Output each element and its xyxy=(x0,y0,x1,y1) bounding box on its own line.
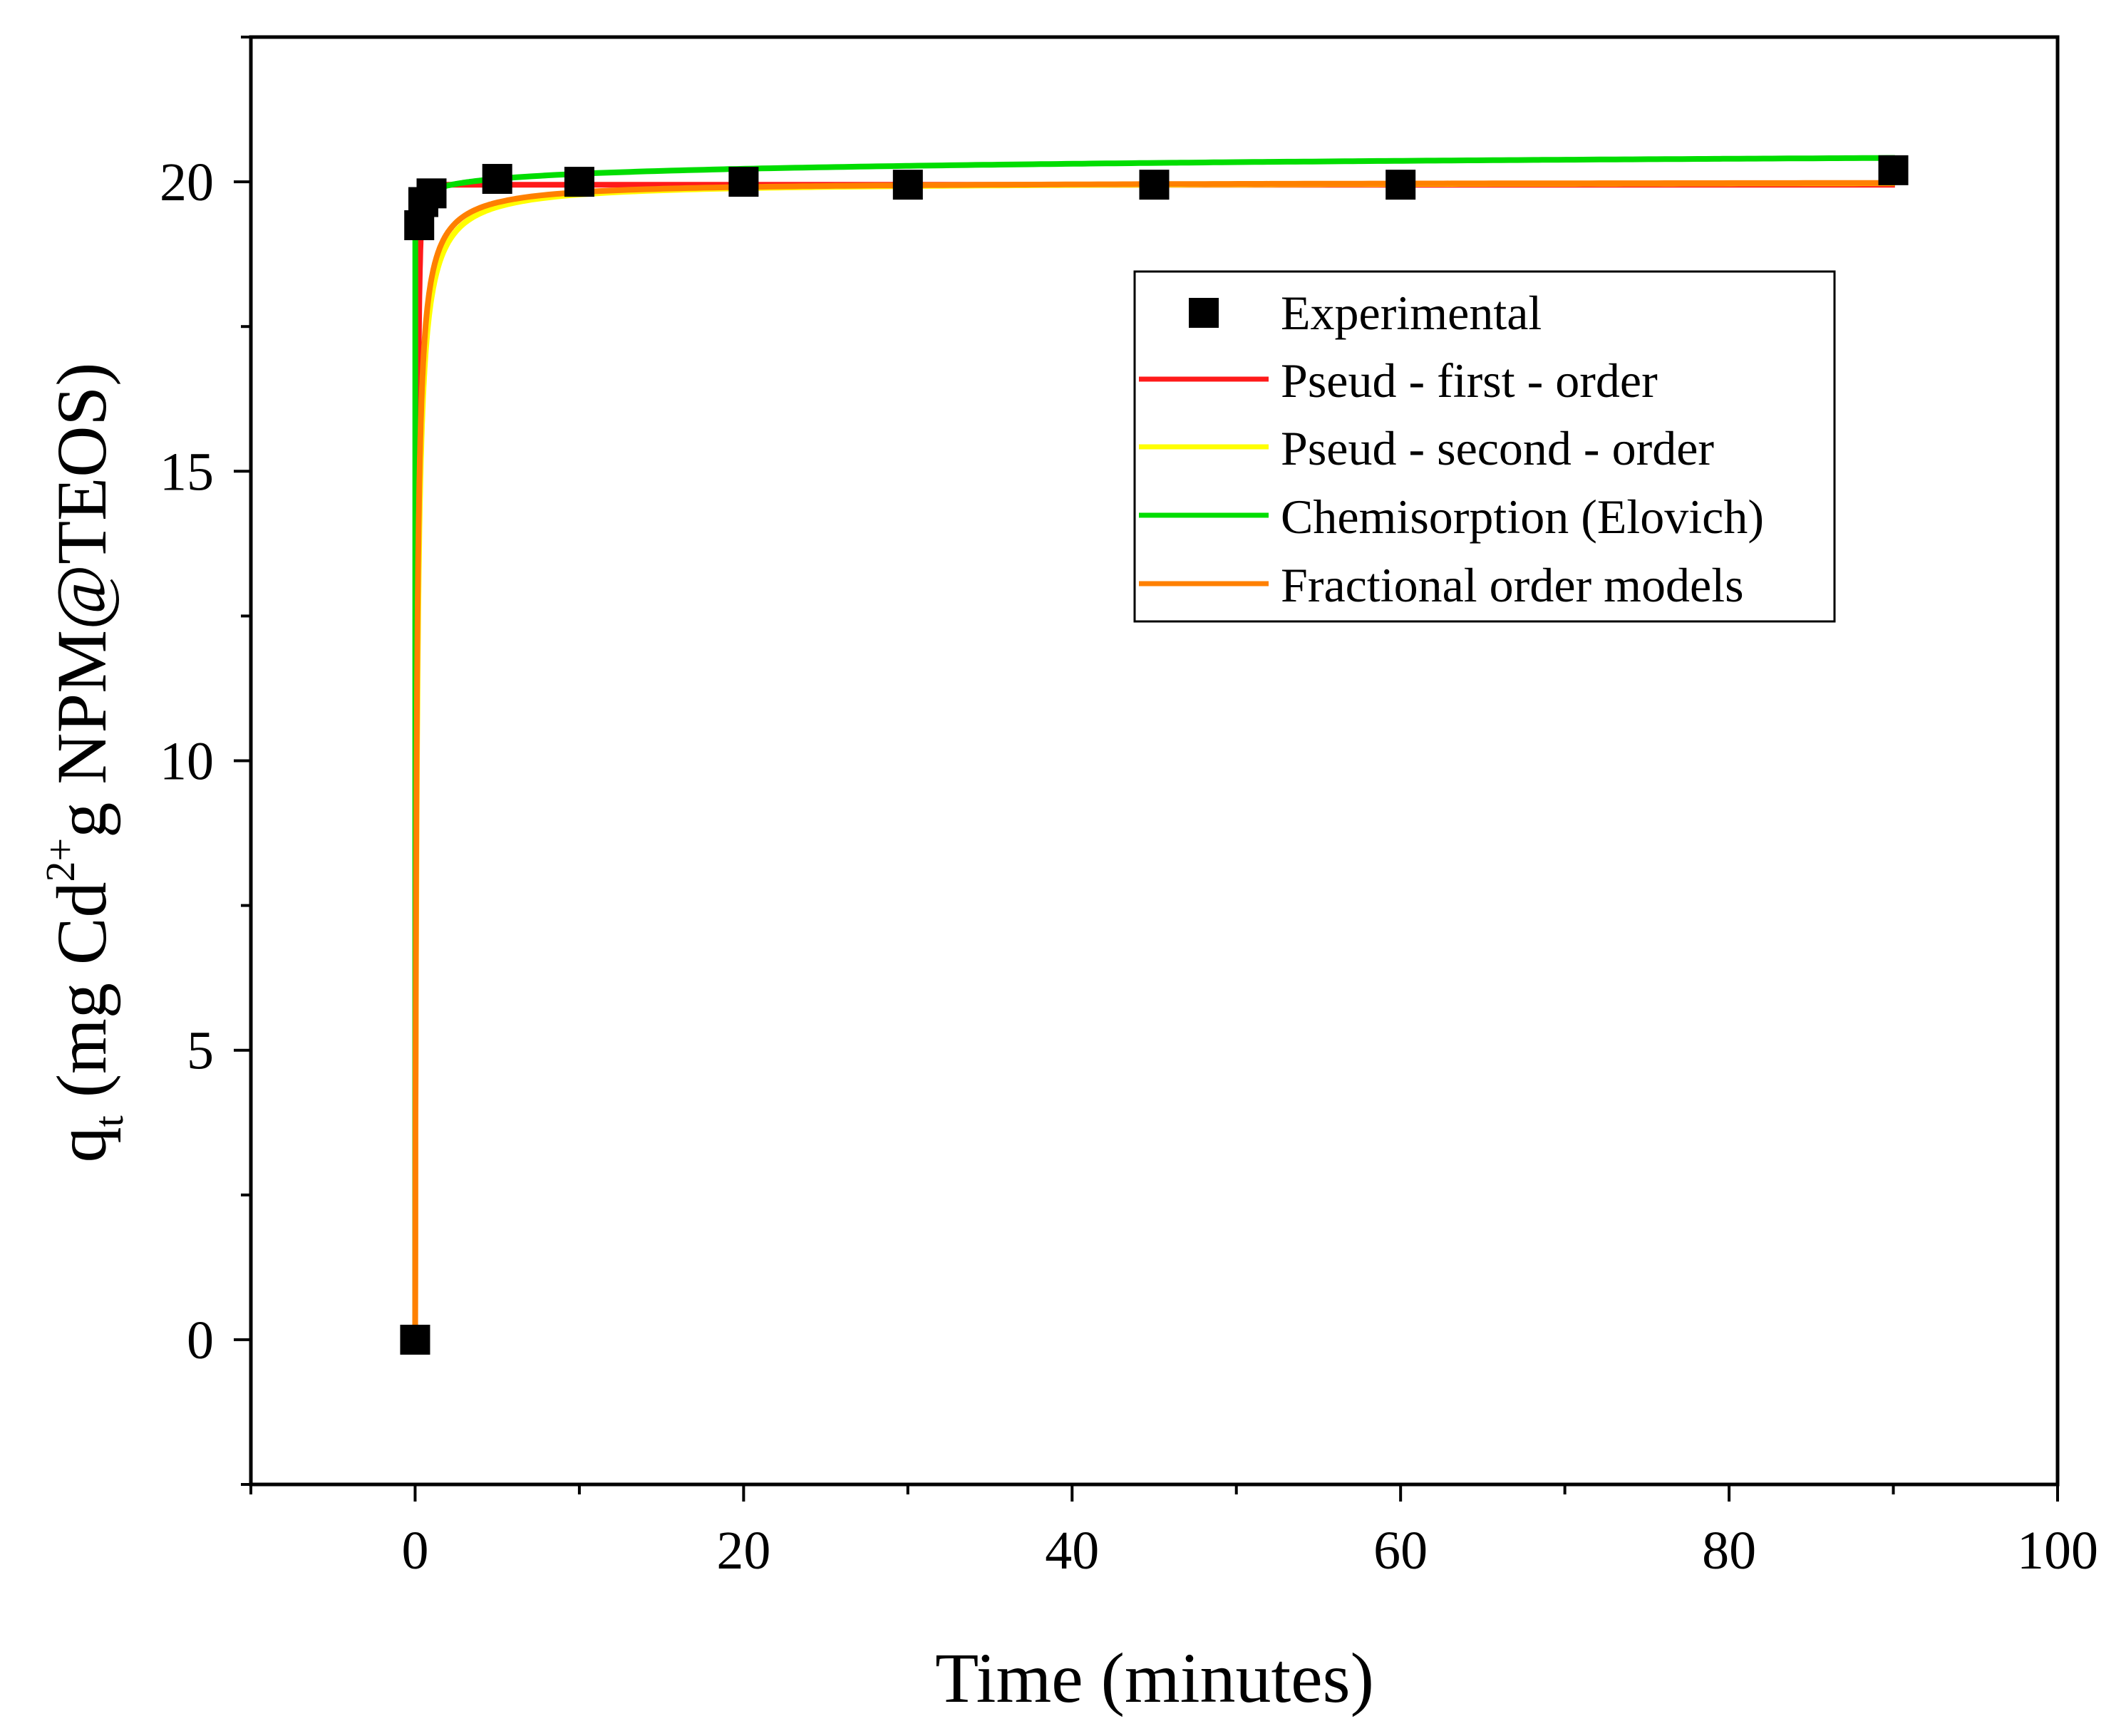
y-axis-title-superscript: 2+ xyxy=(37,838,83,882)
experimental-point xyxy=(416,178,447,209)
x-tick-label: 0 xyxy=(401,1521,428,1581)
experimental-point xyxy=(482,164,512,195)
y-axis-title: qt (mg Cd2+g NPM@TEOS) xyxy=(37,363,132,1163)
x-axis-title: Time (minutes) xyxy=(935,1638,1374,1717)
experimental-point xyxy=(564,167,594,197)
experimental-point xyxy=(1385,170,1416,200)
experimental-point xyxy=(1878,155,1909,185)
legend-marker-experimental xyxy=(1189,298,1219,328)
experimental-point xyxy=(1139,170,1170,200)
legend: Experimental Pseud - first - order Pseud… xyxy=(1133,270,1836,623)
svg-text:qt (mg Cd2+g NPM@TEOS): qt (mg Cd2+g NPM@TEOS) xyxy=(37,363,132,1163)
experimental-point xyxy=(400,1324,430,1355)
y-tick-label: 10 xyxy=(160,732,214,792)
y-axis-title-q: q xyxy=(42,1127,121,1162)
legend-label-experimental: Experimental xyxy=(1281,286,1542,340)
legend-label-fractional-order: Fractional order models xyxy=(1281,558,1744,612)
y-axis-ticks: 0 5 10 15 20 xyxy=(160,36,251,1486)
x-tick-label: 60 xyxy=(1373,1521,1428,1581)
x-tick-label: 80 xyxy=(1702,1521,1756,1581)
x-tick-label: 20 xyxy=(716,1521,770,1581)
y-tick-label: 15 xyxy=(160,442,214,502)
y-tick-label: 0 xyxy=(187,1311,214,1370)
y-tick-label: 20 xyxy=(160,153,214,212)
marker-layer xyxy=(400,155,1909,1355)
x-axis-ticks: 0 20 40 60 80 100 xyxy=(249,1484,2098,1581)
experimental-point xyxy=(892,170,923,200)
y-axis-title-unit: (mg Cd xyxy=(42,882,121,1115)
x-tick-label: 40 xyxy=(1045,1521,1099,1581)
legend-label-pseudo-second-order: Pseud - second - order xyxy=(1281,421,1714,475)
experimental-point xyxy=(728,167,759,197)
legend-label-pseudo-first-order: Pseud - first - order xyxy=(1281,353,1658,408)
y-axis-title-subscript: t xyxy=(86,1115,132,1127)
y-tick-label: 5 xyxy=(187,1021,214,1081)
x-tick-label: 100 xyxy=(2017,1521,2098,1581)
y-axis-title-rest: g NPM@TEOS) xyxy=(42,363,121,838)
legend-label-elovich: Chemisorption (Elovich) xyxy=(1281,490,1764,544)
